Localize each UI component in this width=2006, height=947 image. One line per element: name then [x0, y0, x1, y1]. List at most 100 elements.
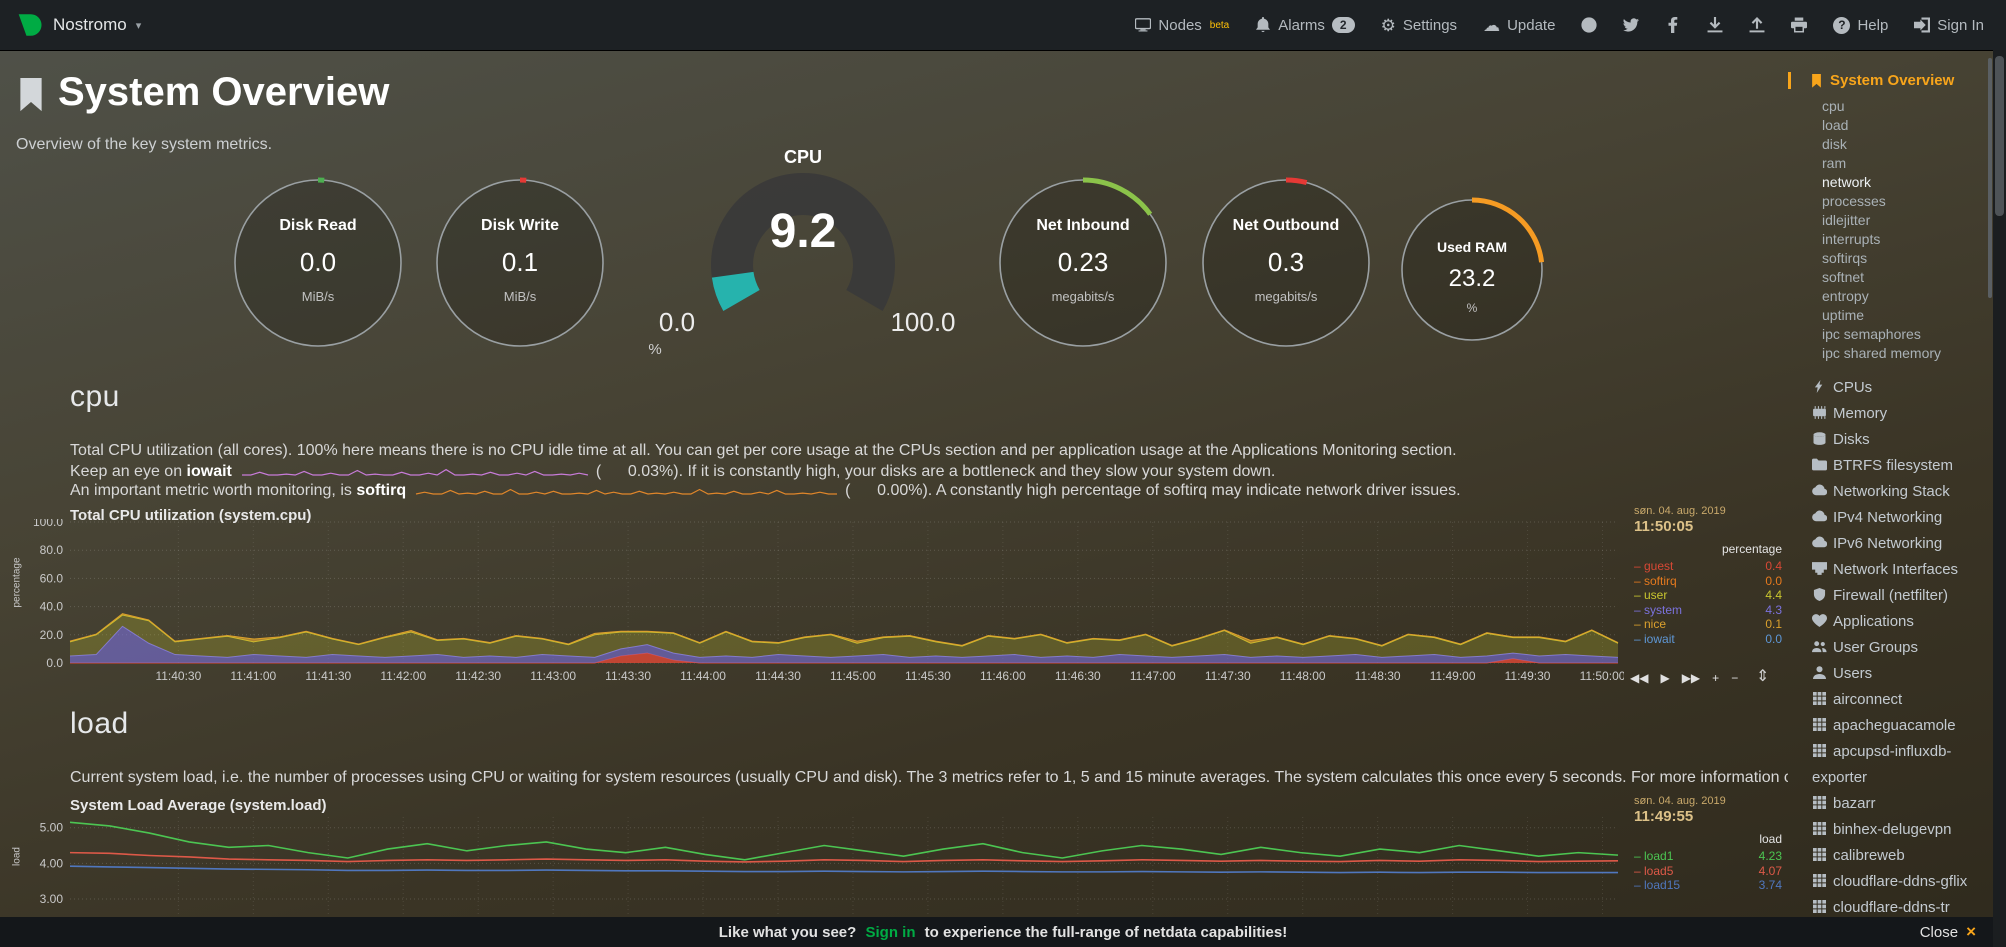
navbar-actions: Nodes beta Alarms 2 ⚙ Settings ☁ Update	[1135, 16, 2006, 34]
sidebar-subitem-interrupts[interactable]: interrupts	[1822, 231, 1881, 247]
nav-twitter[interactable]	[1623, 17, 1640, 33]
node-selector[interactable]: Nostromo ▾	[0, 11, 141, 39]
pan-right-button[interactable]: ▶▶	[1681, 671, 1701, 685]
gauge-net-inbound[interactable]: Net Inbound 0.23 megabits/s	[997, 177, 1169, 349]
alarms-label: Alarms	[1278, 16, 1325, 34]
sidebar-item-ipv4-networking[interactable]: IPv4 Networking	[1788, 505, 1993, 531]
legend-row-load15[interactable]: – load15 3.74	[1634, 878, 1782, 892]
legend-row-user[interactable]: – user 4.4	[1634, 588, 1782, 602]
gauge-cpu[interactable]: CPU 9.2 0.0 100.0 %	[643, 145, 963, 385]
sidebar-item-btrfs-filesystem[interactable]: BTRFS filesystem	[1788, 453, 1993, 479]
gauge-value: 0.3	[1267, 247, 1305, 277]
sidebar-subitem-network[interactable]: network	[1822, 174, 1872, 190]
settings-label: Settings	[1402, 16, 1458, 34]
sidebar-item-users[interactable]: Users	[1788, 661, 1993, 687]
nav-nodes[interactable]: Nodes beta	[1135, 17, 1229, 34]
main-content: System Overview Overview of the key syst…	[0, 50, 1788, 947]
sidebar-scrollbar[interactable]	[1988, 58, 1992, 298]
sidebar-item-system-overview[interactable]: System Overview	[1788, 72, 1993, 89]
sidebar-subitem-softnet[interactable]: softnet	[1822, 269, 1865, 285]
sidebar-item-bazarr[interactable]: bazarr	[1788, 791, 1993, 817]
sidebar-subitem-cpu[interactable]: cpu	[1822, 98, 1845, 114]
softirq-sparkline[interactable]	[414, 482, 839, 497]
sidebar-item-network-interfaces[interactable]: Network Interfaces	[1788, 557, 1993, 583]
sidebar-item-user-groups[interactable]: User Groups	[1788, 635, 1993, 661]
svg-text:100.0: 100.0	[33, 519, 63, 529]
nav-settings[interactable]: ⚙ Settings	[1381, 17, 1457, 34]
sidebar-item-cpus[interactable]: CPUs	[1788, 375, 1993, 401]
sidebar-item-firewall-netfilter-[interactable]: Firewall (netfilter)	[1788, 583, 1993, 609]
gauge-used-ram[interactable]: Used RAM 23.2 %	[1399, 197, 1545, 343]
gauge-label: CPU	[783, 147, 822, 167]
gauge-value: 9.2	[769, 205, 837, 258]
banner-close[interactable]: Close ×	[1919, 922, 1976, 941]
sidebar-item-cloudflare-ddns-tr[interactable]: cloudflare-ddns-tr	[1788, 895, 1993, 917]
nav-print[interactable]	[1791, 17, 1808, 33]
nav-alarms[interactable]: Alarms 2	[1255, 16, 1355, 34]
zoom-in-button[interactable]: +	[1712, 671, 1720, 685]
bolt-icon	[1812, 375, 1833, 401]
sidebar-item-binhex-delugevpn[interactable]: binhex-delugevpn	[1788, 817, 1993, 843]
sidebar-item-apacheguacamole[interactable]: apacheguacamole	[1788, 713, 1993, 739]
sidebar-item-networking-stack[interactable]: Networking Stack	[1788, 479, 1993, 505]
nav-export[interactable]	[1707, 17, 1723, 33]
sidebar-subitem-ipc-semaphores[interactable]: ipc semaphores	[1822, 326, 1921, 342]
legend-row-softirq[interactable]: – softirq 0.0	[1634, 573, 1782, 588]
sidebar-subitem-ipc-shared-memory[interactable]: ipc shared memory	[1822, 345, 1942, 361]
pan-left-button[interactable]: ◀◀	[1630, 671, 1649, 685]
page-title: System Overview	[58, 70, 390, 114]
sidebar-item-apcupsd-influxdb-exporter[interactable]: apcupsd-influxdb-exporter	[1788, 739, 1993, 791]
legend-row-load1[interactable]: – load1 4.23	[1634, 849, 1782, 863]
svg-text:11:43:30: 11:43:30	[605, 669, 651, 683]
legend-row-system[interactable]: – system 4.3	[1634, 602, 1782, 617]
sidebar-subitem-ram[interactable]: ram	[1822, 155, 1847, 171]
signin-banner: Like what you see? Sign in to experience…	[0, 917, 2006, 947]
cpu-chart-canvas[interactable]: 11:40:30 11:41:00 11:41:30 11:42:00 11:42:30…	[24, 519, 1624, 685]
scrollbar-thumb[interactable]	[1995, 56, 2004, 216]
gauge-ring	[997, 177, 1169, 349]
sidebar-item-ipv6-networking[interactable]: IPv6 Networking	[1788, 531, 1993, 557]
legend-row-iowait[interactable]: – iowait 0.0	[1634, 631, 1782, 646]
y-axis-label: percentage	[11, 557, 23, 608]
zoom-out-button[interactable]: −	[1731, 671, 1739, 685]
sidebar-subitem-processes[interactable]: processes	[1822, 193, 1886, 209]
sidebar-subitem-softirqs[interactable]: softirqs	[1822, 250, 1868, 266]
legend-row-nice[interactable]: – nice 0.1	[1634, 617, 1782, 631]
update-label: Update	[1507, 16, 1556, 34]
banner-signin-link[interactable]: Sign in	[865, 923, 916, 941]
gauge-disk-read[interactable]: Disk Read 0.0 MiB/s	[232, 177, 404, 349]
gauge-disk-write[interactable]: Disk Write 0.1 MiB/s	[434, 177, 606, 349]
load-chart-canvas[interactable]: 5.00 4.00 3.00	[24, 815, 1624, 915]
nav-signin[interactable]: Sign In	[1914, 17, 1984, 34]
legend-row-guest[interactable]: – guest 0.4	[1634, 559, 1782, 573]
sidebar-item-memory[interactable]: Memory	[1788, 401, 1993, 427]
page-scrollbar[interactable]	[1993, 50, 2006, 947]
chart-resize-handle[interactable]: ⇕	[1756, 668, 1770, 685]
sidebar-subitem-entropy[interactable]: entropy	[1822, 288, 1869, 304]
nav-github[interactable]	[1581, 17, 1598, 33]
nav-help[interactable]: ? Help	[1833, 16, 1888, 34]
sidebar-item-airconnect[interactable]: airconnect	[1788, 687, 1993, 713]
cloud-icon	[1812, 531, 1833, 557]
signin-icon	[1914, 17, 1931, 33]
gauge-net-outbound[interactable]: Net Outbound 0.3 megabits/s	[1200, 177, 1372, 349]
nav-import[interactable]	[1749, 17, 1765, 33]
sidebar-subitem-uptime[interactable]: uptime	[1822, 307, 1865, 323]
sidebar-subitem-disk[interactable]: disk	[1822, 136, 1847, 152]
play-button[interactable]: ▶	[1660, 671, 1670, 685]
iowait-sparkline[interactable]	[240, 463, 590, 478]
alarms-count-badge: 2	[1331, 17, 1355, 33]
grid-icon	[1812, 687, 1833, 713]
sidebar-item-disks[interactable]: Disks	[1788, 427, 1993, 453]
legend-row-load5[interactable]: – load5 4.07	[1634, 863, 1782, 878]
svg-text:11:41:00: 11:41:00	[230, 669, 276, 683]
nav-facebook[interactable]	[1665, 17, 1681, 33]
nav-update[interactable]: ☁ Update	[1483, 17, 1555, 34]
sidebar-item-applications[interactable]: Applications	[1788, 609, 1993, 635]
sidebar-subitem-load[interactable]: load	[1822, 117, 1849, 133]
y-axis-label: load	[11, 847, 23, 866]
sidebar-item-cloudflare-ddns-gflix[interactable]: cloudflare-ddns-gflix	[1788, 869, 1993, 895]
sidebar-item-calibreweb[interactable]: calibreweb	[1788, 843, 1993, 869]
iowait-line: Keep an eye on iowait( 0.03%). If it is …	[70, 463, 1276, 480]
sidebar-subitem-idlejitter[interactable]: idlejitter	[1822, 212, 1871, 228]
